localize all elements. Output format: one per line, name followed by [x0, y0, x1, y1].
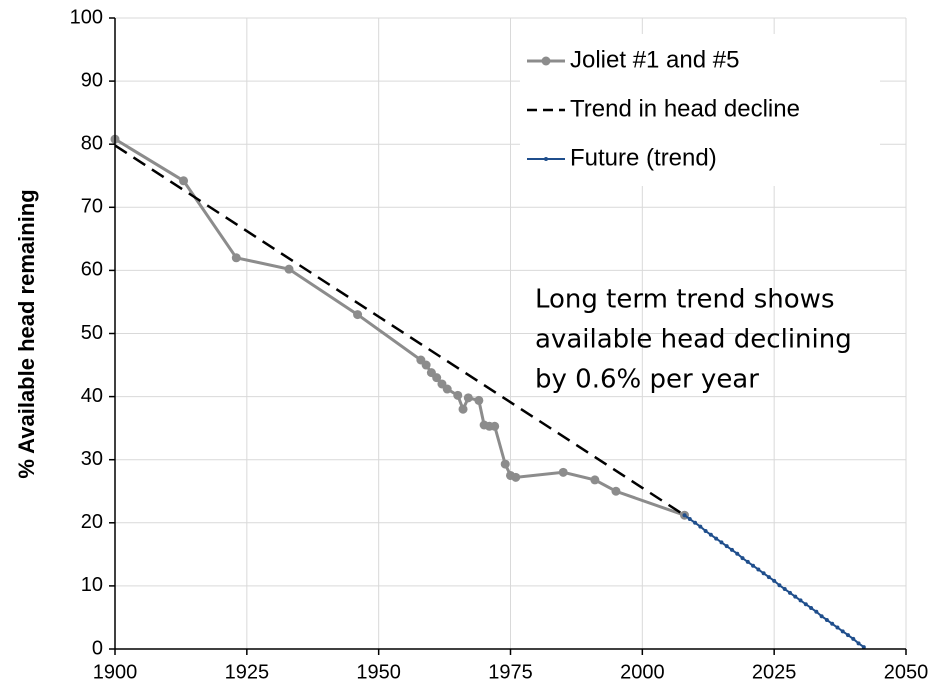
- point: [777, 583, 782, 588]
- point: [714, 536, 719, 541]
- point: [703, 529, 708, 534]
- point: [453, 390, 463, 400]
- y-tick-label: 60: [81, 259, 103, 281]
- point: [761, 571, 766, 576]
- point: [179, 176, 189, 186]
- annotation: by 0.6% per year: [535, 365, 759, 395]
- point: [782, 587, 787, 592]
- point: [729, 547, 734, 552]
- point: [353, 310, 363, 320]
- point: [724, 544, 729, 549]
- point: [474, 395, 484, 405]
- point: [442, 384, 452, 394]
- point: [490, 421, 500, 431]
- point: [284, 264, 294, 274]
- point: [798, 598, 803, 603]
- x-tick-label: 1900: [93, 661, 138, 683]
- y-tick-label: 10: [81, 574, 103, 596]
- y-tick-label: 100: [70, 6, 103, 28]
- x-tick-label: 1925: [225, 661, 270, 683]
- point: [787, 590, 792, 595]
- point: [751, 563, 756, 568]
- y-tick-label: 30: [81, 448, 103, 470]
- point: [861, 645, 866, 650]
- point: [851, 636, 856, 641]
- y-tick-label: 40: [81, 385, 103, 407]
- y-tick-label: 0: [92, 637, 103, 659]
- point: [824, 617, 829, 622]
- point: [735, 551, 740, 556]
- legend-marker: [544, 157, 548, 161]
- y-tick-label: 20: [81, 511, 103, 533]
- x-tick-label: 1950: [356, 661, 401, 683]
- point: [708, 532, 713, 537]
- point: [458, 404, 468, 414]
- point: [756, 567, 761, 572]
- point: [835, 625, 840, 630]
- series-line: [114, 144, 686, 517]
- point: [698, 524, 703, 529]
- point: [611, 486, 621, 496]
- point: [719, 540, 724, 545]
- point: [421, 360, 431, 370]
- point: [432, 373, 442, 383]
- point: [500, 459, 510, 469]
- point: [511, 472, 521, 482]
- point: [840, 629, 845, 634]
- y-tick-label: 90: [81, 69, 103, 91]
- point: [687, 517, 692, 522]
- legend-label: Future (trend): [570, 144, 717, 171]
- annotation: available head declining: [535, 325, 852, 355]
- x-tick-label: 2025: [752, 661, 797, 683]
- point: [845, 633, 850, 638]
- point: [682, 513, 687, 518]
- y-axis-label: % Available head remaining: [14, 189, 39, 478]
- x-tick-label: 1975: [488, 661, 533, 683]
- point: [693, 520, 698, 525]
- annotation: Long term trend shows: [535, 285, 835, 315]
- point: [809, 605, 814, 610]
- point: [793, 594, 798, 599]
- legend-marker: [541, 56, 551, 66]
- point: [745, 559, 750, 564]
- point: [819, 614, 824, 619]
- point: [830, 621, 835, 626]
- point: [856, 641, 861, 646]
- point: [766, 575, 771, 580]
- y-tick-label: 50: [81, 322, 103, 344]
- point: [740, 556, 745, 561]
- point: [558, 467, 568, 477]
- legend-box: [520, 34, 880, 186]
- point: [814, 609, 819, 614]
- legend-label: Trend in head decline: [570, 95, 800, 122]
- point: [772, 578, 777, 583]
- point: [803, 602, 808, 607]
- y-tick-label: 80: [81, 132, 103, 154]
- x-tick-label: 2050: [884, 661, 929, 683]
- point: [590, 475, 600, 485]
- point: [231, 253, 241, 263]
- y-tick-label: 70: [81, 196, 103, 218]
- point: [463, 393, 473, 403]
- legend-label: Joliet #1 and #5: [570, 46, 739, 73]
- x-tick-label: 2000: [620, 661, 665, 683]
